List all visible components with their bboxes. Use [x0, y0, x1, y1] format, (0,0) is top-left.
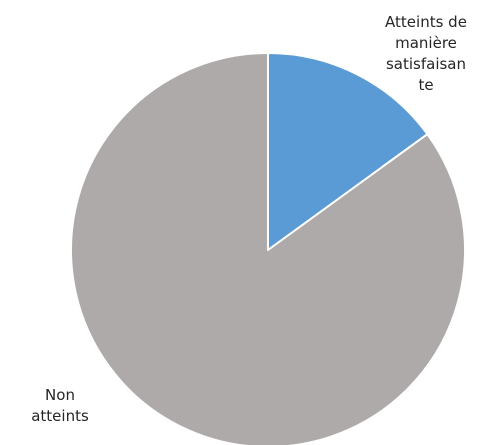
- slice-label-atteints-satisfaisant: Atteints de manière satisfaisan te: [370, 12, 482, 96]
- label-line: satisfaisan: [385, 55, 467, 73]
- label-line: te: [418, 76, 434, 94]
- label-line: manière: [395, 34, 457, 52]
- label-line: atteints: [31, 407, 89, 425]
- pie-slices: [70, 52, 466, 445]
- pie-slice-0: [267, 52, 429, 251]
- slice-label-non-atteints: Non atteints: [20, 385, 100, 427]
- label-line: Atteints de: [385, 13, 467, 31]
- pie-slice-1: [70, 52, 466, 445]
- label-line: Non: [45, 386, 75, 404]
